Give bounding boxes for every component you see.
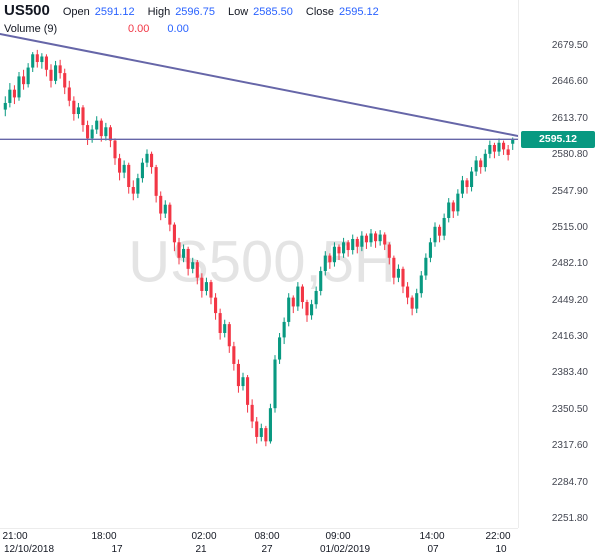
legend-close-label: Close xyxy=(305,6,335,18)
price-tick-label: 2547.90 xyxy=(551,185,588,197)
price-axis[interactable]: 2595.12 2679.50 2646.60 2613.70 2580.80 2547… xyxy=(518,0,600,528)
price-tick-label: 2449.20 xyxy=(551,294,588,306)
volume-value-1: 0.00 xyxy=(128,23,150,35)
date-tick-label: 01/02/2019 xyxy=(319,544,371,555)
price-tick-label: 2416.30 xyxy=(551,331,588,343)
time-tick-label: 18:00 xyxy=(91,531,117,542)
price-tick-label: 2515.00 xyxy=(551,221,588,233)
legend-low-label: Low xyxy=(227,6,249,18)
date-tick-label: 17 xyxy=(111,544,123,555)
time-tick-label: 14:00 xyxy=(419,531,445,542)
date-tick-label: 07 xyxy=(427,544,439,555)
symbol-label[interactable]: US500 xyxy=(4,2,50,19)
legend-high-value: 2596.75 xyxy=(175,6,215,18)
price-tick-label: 2350.50 xyxy=(551,403,588,415)
legend-open: Open 2591.12 xyxy=(63,6,135,18)
volume-value-2: 0.00 xyxy=(167,23,189,35)
price-tick-label: 2317.60 xyxy=(551,440,588,452)
date-tick-label: 12/10/2018 xyxy=(3,544,55,555)
legend-low: Low 2585.50 xyxy=(228,6,293,18)
time-tick-label: 22:00 xyxy=(485,531,511,542)
volume-indicator-label[interactable]: Volume (9) xyxy=(4,23,58,35)
date-tick-label: 21 xyxy=(195,544,207,555)
time-axis[interactable]: 21:00 18:00 02:00 08:00 09:00 14:00 22:00 12/10… xyxy=(0,528,518,558)
candles-svg xyxy=(0,33,518,447)
legend-high: High 2596.75 xyxy=(148,6,215,18)
price-tick-label: 2383.40 xyxy=(551,367,588,379)
date-tick-label: 27 xyxy=(261,544,273,555)
price-tick-label: 2679.50 xyxy=(551,40,588,51)
legend-low-value: 2585.50 xyxy=(253,6,293,18)
legend-open-value: 2591.12 xyxy=(94,6,135,18)
price-tick-label: 2251.80 xyxy=(551,513,588,524)
price-tick-label: 2580.80 xyxy=(551,149,588,161)
price-tick-label: 2482.10 xyxy=(551,258,588,270)
last-price-badge: 2595.12 xyxy=(521,130,595,148)
chart-header: US500 Open 2591.12 High 2596.75 Low 2585.50… xyxy=(4,2,379,19)
time-tick-label: 21:00 xyxy=(2,531,28,542)
volume-indicator-row: Volume (9) 0.00 0.00 xyxy=(4,23,207,35)
legend-high-label: High xyxy=(147,6,171,18)
time-tick-label: 08:00 xyxy=(254,531,280,542)
date-tick-label: 10 xyxy=(495,544,507,555)
price-tick-label: 2613.70 xyxy=(551,112,588,124)
legend-close: Close 2595.12 xyxy=(306,6,379,18)
time-tick-label: 09:00 xyxy=(325,531,351,542)
candlestick-chart-canvas[interactable]: US500,5H xyxy=(0,0,518,528)
time-tick-label: 02:00 xyxy=(191,531,217,542)
legend-close-value: 2595.12 xyxy=(339,6,379,18)
legend-open-label: Open xyxy=(62,6,90,18)
price-tick-label: 2284.70 xyxy=(551,476,588,488)
price-tick-label: 2646.60 xyxy=(551,76,588,88)
